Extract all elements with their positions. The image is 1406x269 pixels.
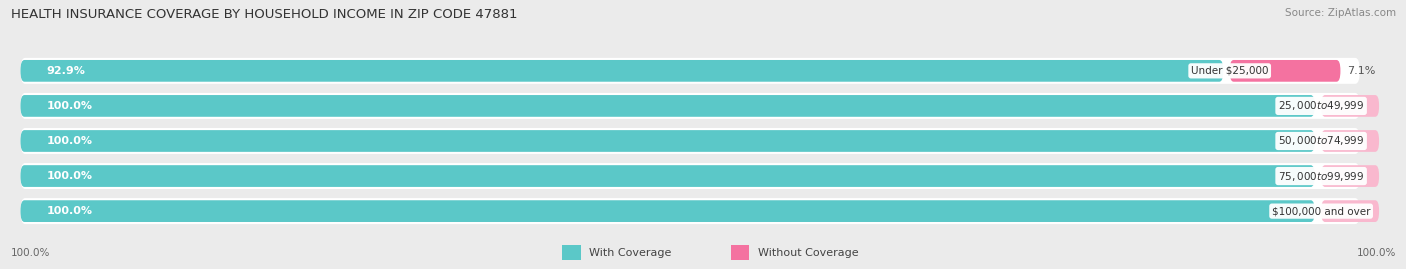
Text: 92.9%: 92.9% — [46, 66, 86, 76]
Text: $25,000 to $49,999: $25,000 to $49,999 — [1278, 100, 1364, 112]
FancyBboxPatch shape — [21, 95, 1315, 117]
FancyBboxPatch shape — [21, 58, 1360, 84]
FancyBboxPatch shape — [21, 128, 1360, 154]
FancyBboxPatch shape — [1322, 200, 1379, 222]
Text: 100.0%: 100.0% — [11, 248, 51, 258]
FancyBboxPatch shape — [1322, 130, 1379, 152]
FancyBboxPatch shape — [21, 198, 1360, 224]
FancyBboxPatch shape — [21, 130, 1315, 152]
Text: $75,000 to $99,999: $75,000 to $99,999 — [1278, 169, 1364, 183]
Text: 100.0%: 100.0% — [46, 136, 93, 146]
Text: 7.1%: 7.1% — [1347, 66, 1375, 76]
FancyBboxPatch shape — [1322, 95, 1379, 117]
FancyBboxPatch shape — [1322, 165, 1379, 187]
FancyBboxPatch shape — [21, 60, 1223, 82]
Text: Under $25,000: Under $25,000 — [1191, 66, 1268, 76]
Text: Without Coverage: Without Coverage — [758, 248, 859, 258]
Text: 100.0%: 100.0% — [1357, 248, 1396, 258]
Text: With Coverage: With Coverage — [589, 248, 672, 258]
FancyBboxPatch shape — [21, 93, 1360, 119]
Text: 100.0%: 100.0% — [46, 206, 93, 216]
FancyBboxPatch shape — [21, 165, 1315, 187]
FancyBboxPatch shape — [21, 200, 1315, 222]
Text: 100.0%: 100.0% — [46, 171, 93, 181]
Text: $100,000 and over: $100,000 and over — [1272, 206, 1371, 216]
Text: Source: ZipAtlas.com: Source: ZipAtlas.com — [1285, 8, 1396, 18]
Text: 100.0%: 100.0% — [46, 101, 93, 111]
FancyBboxPatch shape — [21, 163, 1360, 189]
Text: HEALTH INSURANCE COVERAGE BY HOUSEHOLD INCOME IN ZIP CODE 47881: HEALTH INSURANCE COVERAGE BY HOUSEHOLD I… — [11, 8, 517, 21]
FancyBboxPatch shape — [1230, 60, 1340, 82]
Text: $50,000 to $74,999: $50,000 to $74,999 — [1278, 134, 1364, 147]
